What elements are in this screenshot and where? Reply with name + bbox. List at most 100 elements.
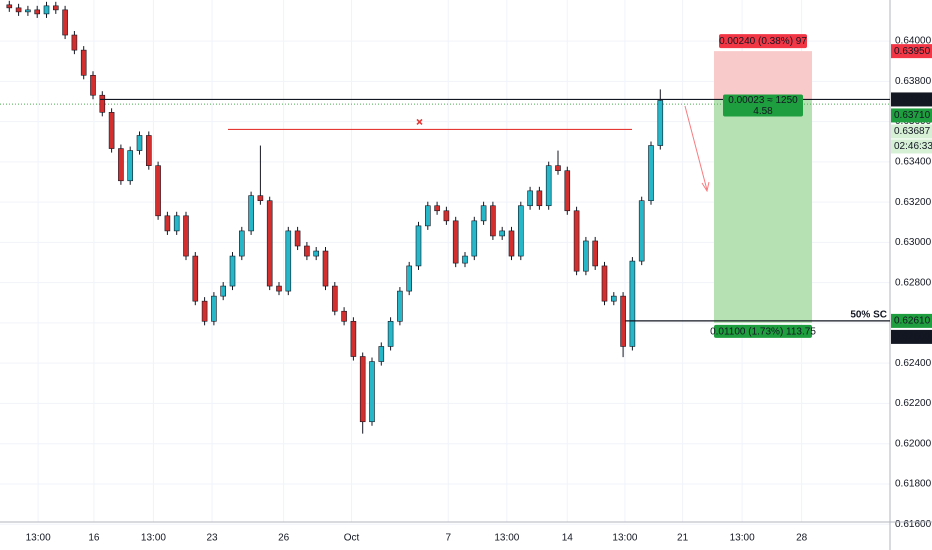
candle-body — [573, 210, 580, 272]
position-stop-zone — [714, 99, 812, 323]
candle-body — [220, 285, 226, 297]
candle-body — [378, 346, 385, 362]
position-target-zone — [714, 51, 812, 100]
candle-body — [536, 190, 543, 207]
candle-body — [452, 220, 459, 264]
price-label-bg — [891, 92, 932, 107]
candle-body — [610, 295, 617, 302]
candle-body — [304, 245, 310, 257]
y-tick-label: 0.63400 — [895, 156, 932, 167]
x-tick-label: 26 — [278, 533, 290, 544]
price-label-bg — [891, 108, 932, 123]
y-tick-label: 0.63800 — [895, 76, 932, 87]
candle-body — [592, 240, 598, 267]
x-tick-label: 21 — [677, 533, 689, 544]
candle-body — [266, 200, 273, 287]
price-label: 0.62610 — [894, 316, 931, 327]
candle-body — [657, 100, 664, 146]
candle-body — [201, 300, 208, 322]
candle-body — [545, 165, 552, 207]
level-label: 50% SC — [850, 310, 887, 321]
candle-body — [471, 220, 478, 257]
candle-body — [183, 215, 189, 257]
candle-body — [164, 215, 171, 232]
position-label: 0.00023 ≈ 1250 — [728, 95, 798, 106]
price-label: 0.63687 — [894, 126, 931, 137]
candle-body — [257, 195, 264, 202]
candle-body — [80, 49, 87, 76]
candle-body — [34, 9, 40, 15]
candle-body — [276, 285, 282, 292]
candle-body — [434, 205, 440, 212]
candle-body — [15, 7, 22, 13]
candle-body — [527, 190, 533, 207]
y-tick-label: 0.62000 — [895, 438, 932, 449]
x-tick-label: 28 — [796, 533, 808, 544]
price-label: 0.63710 — [894, 94, 931, 105]
candle-body — [583, 240, 589, 272]
candle-body — [331, 285, 338, 312]
x-tick-label: 16 — [88, 533, 100, 544]
x-tick-label: 23 — [206, 533, 218, 544]
x-tick-label: 13:00 — [494, 533, 519, 544]
candle-body — [192, 255, 199, 302]
y-tick-label: 0.62800 — [895, 277, 932, 288]
x-tick-label: 13:00 — [141, 533, 166, 544]
candle-body — [508, 230, 515, 257]
position-label-bg — [723, 94, 803, 117]
y-tick-label: 0.61800 — [895, 479, 932, 490]
candle-body — [480, 205, 487, 222]
price-label-bg — [891, 313, 932, 328]
x-tick-label: 14 — [562, 533, 574, 544]
cross-marker — [416, 118, 423, 126]
candle-body — [173, 215, 180, 232]
position-label: 4.58 — [753, 106, 773, 117]
candle-body — [397, 290, 403, 322]
candle-body — [369, 361, 375, 423]
x-tick-label: 13:00 — [612, 533, 637, 544]
position-label-bg — [714, 324, 812, 338]
price-label-bg — [891, 124, 932, 139]
price-label: 0.62600 — [894, 332, 931, 343]
candle-body — [443, 210, 450, 222]
candle-body — [462, 255, 468, 264]
x-tick-label: 7 — [445, 533, 451, 544]
candle-body — [406, 265, 412, 292]
price-label-bg — [891, 44, 932, 59]
candle-body — [25, 9, 31, 13]
candle-body — [322, 250, 329, 287]
price-label: 0.63710 — [894, 110, 931, 121]
candle-body — [629, 260, 636, 347]
candle-body — [62, 9, 68, 36]
candle-body — [387, 320, 394, 347]
candle-body — [118, 148, 124, 182]
candle-body — [99, 94, 106, 113]
y-tick-label: 0.64000 — [895, 36, 932, 47]
candle-body — [601, 265, 608, 302]
candle-body — [285, 230, 292, 292]
countdown-bg — [891, 139, 932, 154]
candle-body — [313, 250, 319, 257]
candle-body — [6, 4, 13, 9]
candle-body — [564, 170, 571, 212]
candle-body — [90, 74, 96, 96]
candle-body — [341, 310, 347, 322]
x-tick-label: Oct — [344, 533, 360, 544]
candle-body — [517, 205, 524, 257]
candle-body — [638, 200, 645, 262]
candle-body — [648, 145, 654, 202]
y-tick-label: 0.62200 — [895, 398, 932, 409]
y-tick-label: 0.62400 — [895, 358, 932, 369]
candle-body — [490, 205, 496, 237]
candle-body — [136, 135, 143, 151]
candle-body — [238, 230, 245, 257]
price-label: 0.63950 — [894, 46, 931, 57]
candle-body — [108, 112, 115, 149]
candle-body — [43, 5, 50, 15]
price-label-bg — [891, 329, 932, 344]
candle-body — [415, 225, 422, 267]
projection-arrow — [684, 105, 710, 193]
candle-body — [555, 165, 561, 172]
x-tick-label: 13:00 — [26, 533, 51, 544]
